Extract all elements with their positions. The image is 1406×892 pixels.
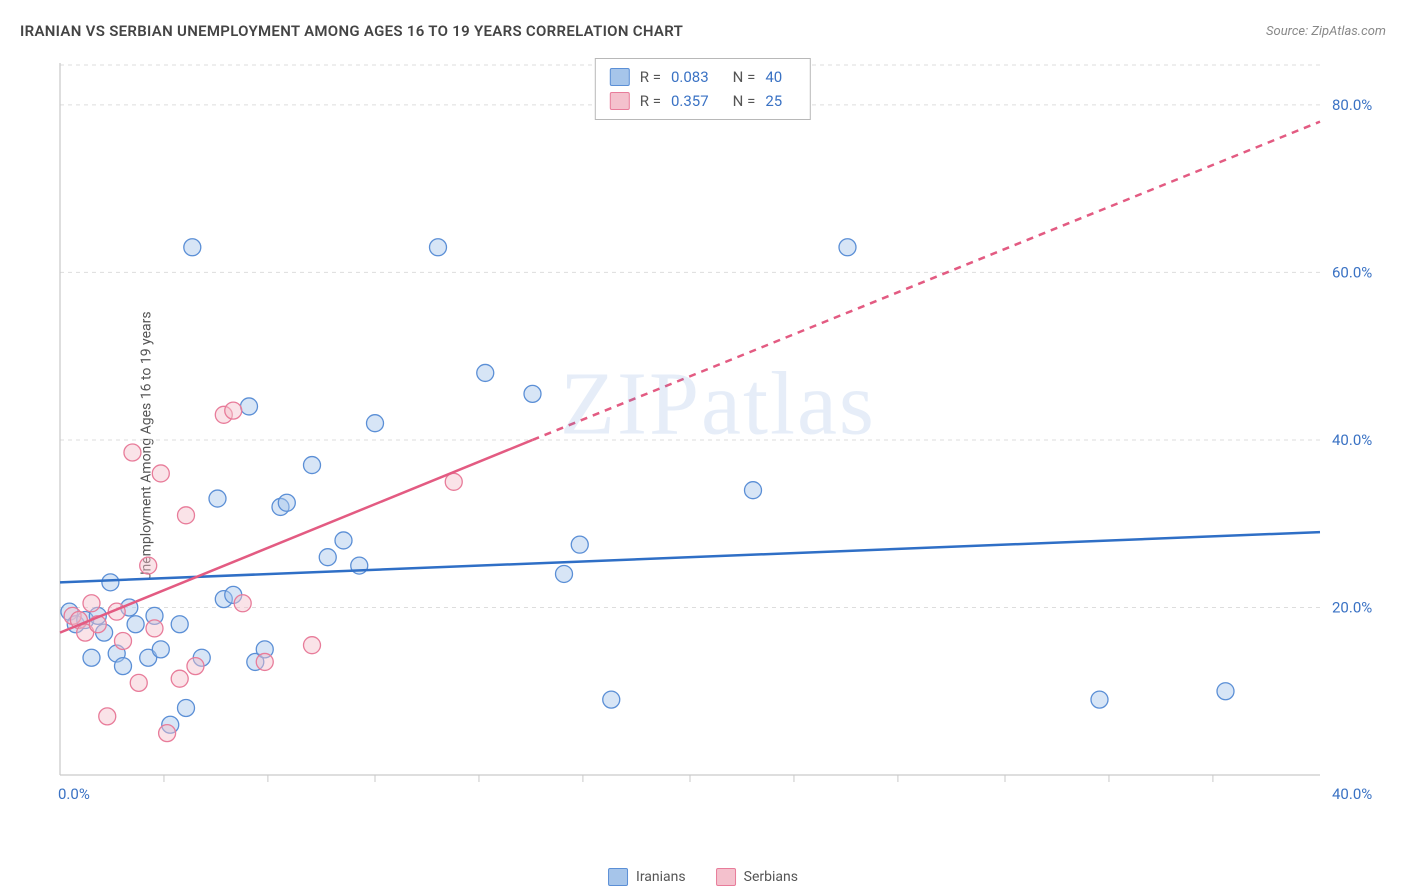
legend-label: Iranians bbox=[636, 869, 686, 885]
correlation-row: R = 0.357 N = 25 bbox=[610, 89, 796, 113]
r-value: 0.083 bbox=[671, 65, 709, 89]
swatch-icon bbox=[610, 92, 630, 110]
correlation-row: R = 0.083 N = 40 bbox=[610, 65, 796, 89]
swatch-icon bbox=[610, 68, 630, 86]
legend-item: Serbians bbox=[716, 868, 798, 886]
svg-text:40.0%: 40.0% bbox=[1332, 431, 1372, 449]
n-value: 25 bbox=[765, 89, 782, 113]
svg-text:80.0%: 80.0% bbox=[1332, 96, 1372, 114]
svg-text:60.0%: 60.0% bbox=[1332, 263, 1372, 281]
r-label: R = bbox=[640, 89, 661, 113]
n-label: N = bbox=[733, 65, 756, 89]
series-legend: Iranians Serbians bbox=[608, 868, 798, 886]
n-value: 40 bbox=[765, 65, 782, 89]
chart-source: Source: ZipAtlas.com bbox=[1266, 24, 1386, 39]
svg-text:20.0%: 20.0% bbox=[1332, 598, 1372, 616]
chart-title: IRANIAN VS SERBIAN UNEMPLOYMENT AMONG AG… bbox=[20, 22, 683, 40]
svg-text:0.0%: 0.0% bbox=[58, 785, 90, 803]
r-value: 0.357 bbox=[671, 89, 709, 113]
svg-text:40.0%: 40.0% bbox=[1332, 785, 1372, 803]
correlation-legend: R = 0.083 N = 40 R = 0.357 N = 25 bbox=[595, 58, 811, 120]
n-label: N = bbox=[733, 89, 756, 113]
legend-label: Serbians bbox=[744, 869, 798, 885]
swatch-icon bbox=[608, 868, 628, 886]
r-label: R = bbox=[640, 65, 661, 89]
legend-item: Iranians bbox=[608, 868, 686, 886]
swatch-icon bbox=[716, 868, 736, 886]
chart-svg: 20.0% 40.0% 60.0% 80.0% 0.0% 40.0% bbox=[50, 55, 1386, 830]
plot-area: 20.0%40.0%60.0%80.0%0.0%40.0% ZIPatlas bbox=[50, 55, 1386, 830]
